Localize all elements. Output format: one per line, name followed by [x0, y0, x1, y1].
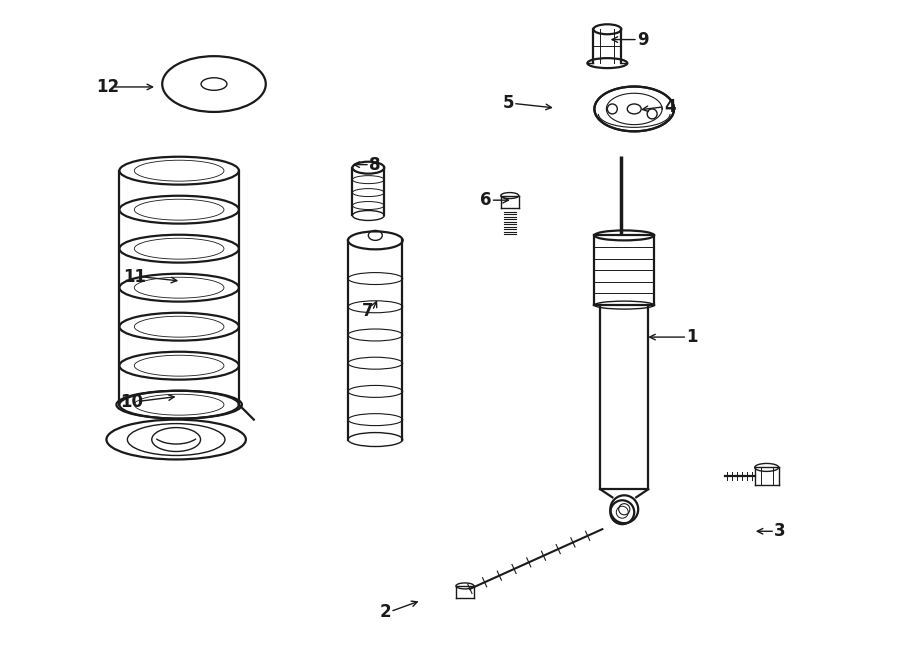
- Text: 1: 1: [686, 328, 698, 346]
- Text: 11: 11: [123, 268, 146, 286]
- Text: 2: 2: [380, 603, 392, 621]
- Text: 7: 7: [362, 302, 374, 320]
- Text: 3: 3: [774, 522, 786, 540]
- Text: 4: 4: [664, 98, 675, 116]
- Text: 12: 12: [96, 78, 119, 96]
- Text: 8: 8: [369, 155, 381, 174]
- Text: 10: 10: [121, 393, 143, 410]
- Text: 6: 6: [480, 191, 491, 209]
- Text: 9: 9: [637, 30, 649, 48]
- Text: 5: 5: [502, 95, 514, 112]
